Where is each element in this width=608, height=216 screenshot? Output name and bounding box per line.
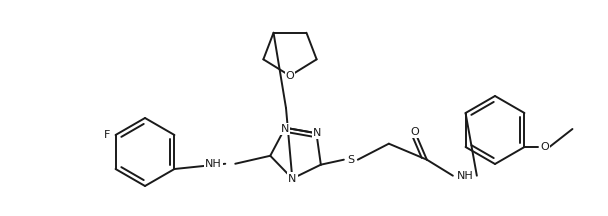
- Text: S: S: [347, 155, 354, 165]
- Text: O: O: [540, 142, 549, 152]
- Text: NH: NH: [457, 171, 473, 181]
- Text: O: O: [286, 71, 294, 81]
- Text: NH: NH: [205, 159, 222, 169]
- Text: N: N: [288, 174, 297, 184]
- Text: N: N: [313, 128, 322, 138]
- Text: N: N: [281, 124, 289, 134]
- Text: O: O: [410, 127, 419, 137]
- Text: F: F: [105, 130, 111, 140]
